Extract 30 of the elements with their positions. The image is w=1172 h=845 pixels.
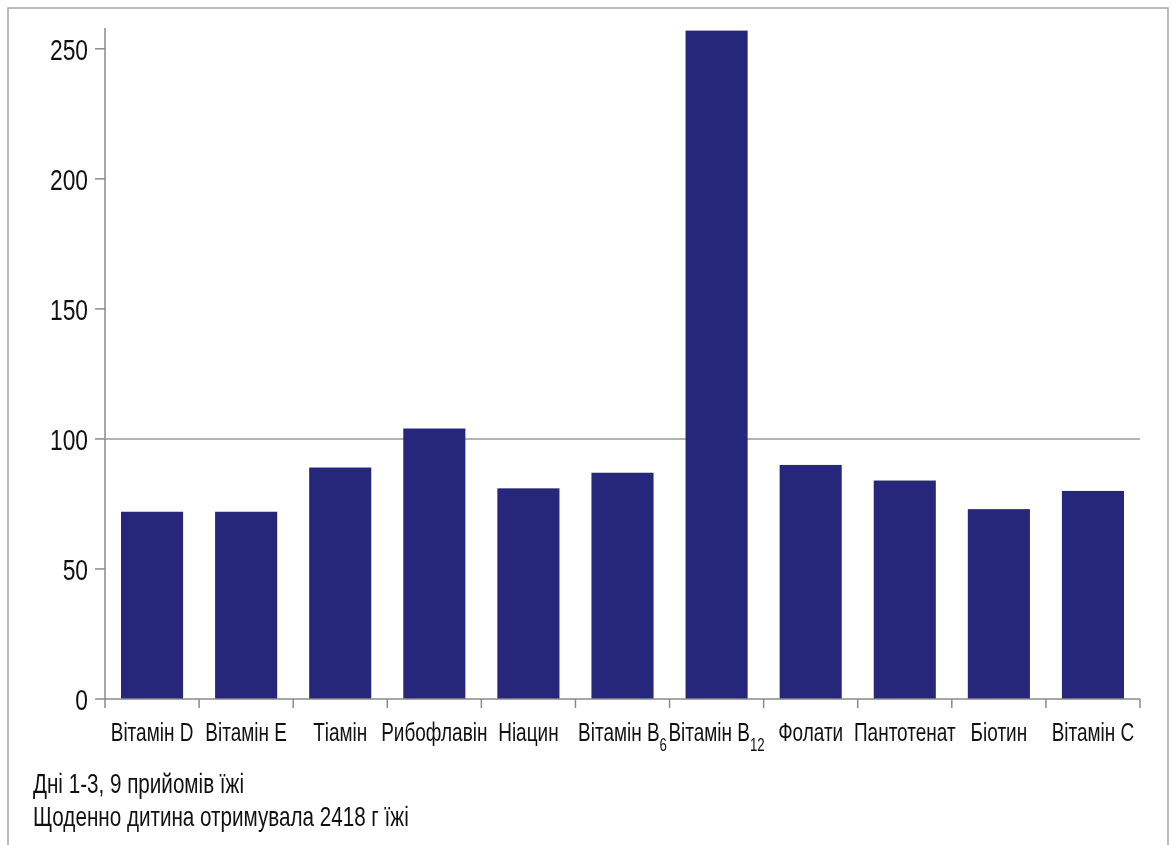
x-tick-label: Вітамін C — [1051, 717, 1135, 747]
text: Щоденно дитина отримувала 2418 г їжі — [33, 801, 409, 832]
bar — [967, 509, 1030, 699]
y-tick-label: 100 — [49, 422, 88, 457]
x-tick-label: Вітамін B$_{12}$ — [668, 717, 765, 755]
x-tick-label: Ніацин — [498, 717, 559, 747]
bar — [215, 511, 278, 699]
bar — [591, 472, 654, 699]
x-tick-label: Вітамін B$_{6}$ — [578, 717, 668, 755]
y-tick-label: 0 — [75, 682, 88, 717]
x-tick-label: Рибофлавін — [381, 717, 488, 747]
y-tick-label: 250 — [49, 32, 88, 67]
bar — [497, 488, 560, 699]
x-tick-label: Пантотенат — [853, 717, 957, 747]
x-tick-label: Фолати — [778, 717, 844, 747]
bar — [1061, 490, 1124, 699]
y-tick-label: 150 — [49, 292, 88, 327]
bar — [685, 30, 748, 699]
text: Дні 1-3, 9 прийомів їжі — [33, 768, 244, 799]
bar — [403, 428, 466, 699]
x-tick-label: Вітамін D — [110, 717, 194, 747]
bar — [121, 511, 184, 699]
y-tick-label: 50 — [62, 552, 88, 587]
x-tick-label: Тіамін — [313, 717, 368, 747]
bar — [873, 480, 936, 699]
bar — [309, 467, 372, 699]
x-tick-label: Вітамін E — [205, 717, 287, 747]
bar — [779, 464, 842, 699]
y-tick-label: 200 — [49, 162, 88, 197]
x-tick-label: Біотин — [970, 717, 1028, 747]
